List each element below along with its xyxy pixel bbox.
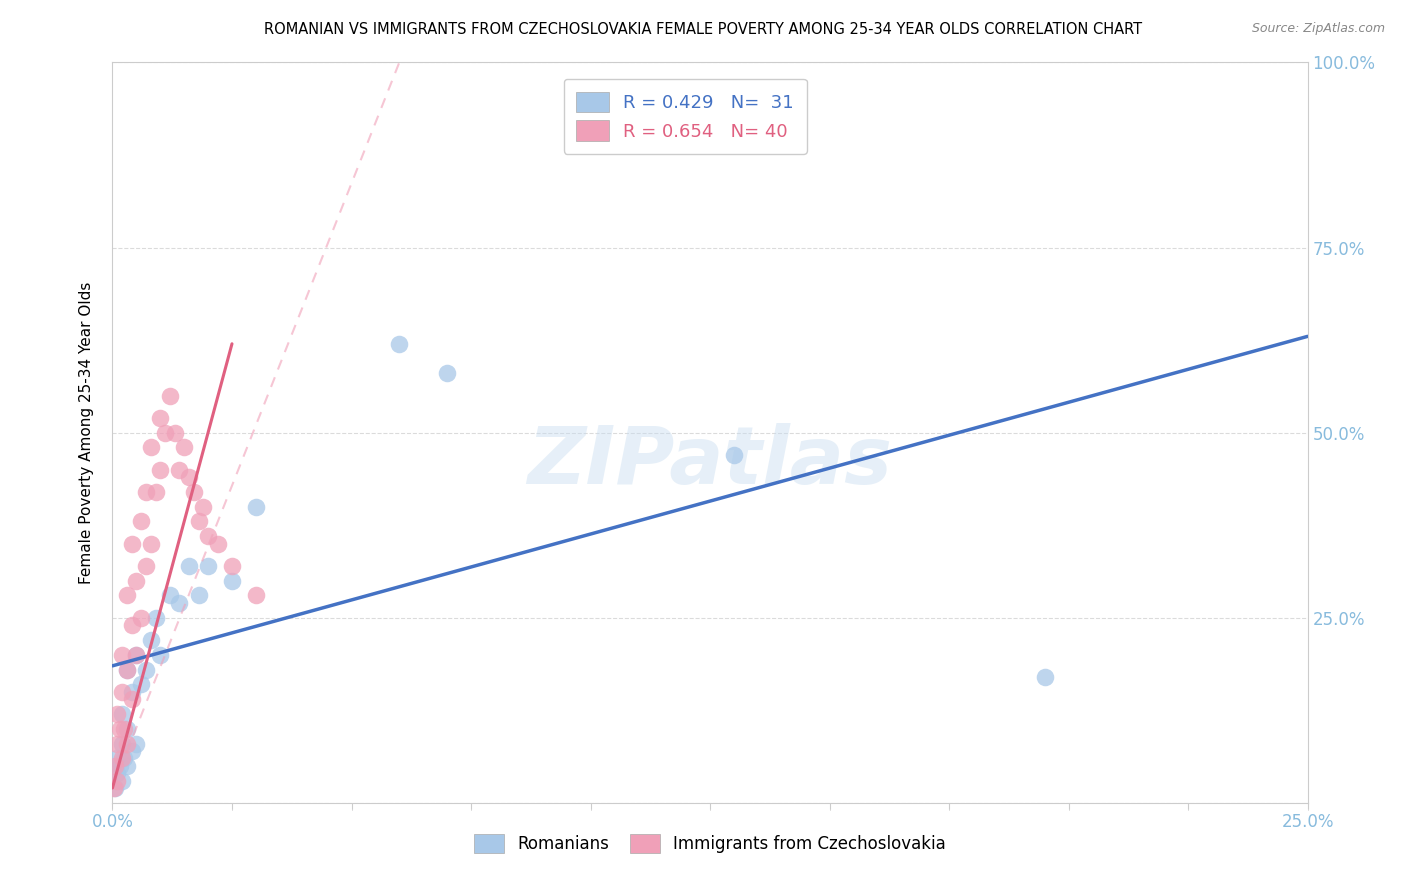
Point: [1033, 670, 1056, 684]
Point: [187, 515, 209, 529]
Point: [145, 610, 167, 624]
Point: [197, 529, 219, 543]
Point: [388, 336, 411, 351]
Point: [108, 758, 131, 772]
Point: [125, 574, 148, 588]
Point: [197, 558, 219, 573]
Point: [177, 470, 200, 484]
Point: [103, 780, 125, 795]
Point: [145, 484, 167, 499]
Point: [121, 744, 143, 758]
Point: [129, 610, 152, 624]
Point: [207, 536, 229, 550]
Point: [125, 648, 148, 662]
Point: [173, 441, 195, 455]
Point: [104, 758, 127, 772]
Point: [115, 758, 138, 772]
Point: [436, 367, 458, 381]
Point: [159, 388, 181, 402]
Point: [245, 500, 267, 514]
Point: [149, 648, 172, 662]
Point: [221, 574, 243, 588]
Point: [139, 441, 162, 455]
Point: [105, 773, 128, 788]
Point: [121, 618, 143, 632]
Point: [111, 773, 134, 788]
Point: [108, 722, 131, 736]
Point: [114, 751, 135, 765]
Point: [723, 448, 745, 462]
Point: [105, 706, 128, 721]
Point: [125, 648, 148, 662]
Point: [187, 589, 209, 603]
Point: [114, 722, 135, 736]
Point: [135, 558, 157, 573]
Point: [149, 462, 172, 476]
Text: ROMANIAN VS IMMIGRANTS FROM CZECHOSLOVAKIA FEMALE POVERTY AMONG 25-34 YEAR OLDS : ROMANIAN VS IMMIGRANTS FROM CZECHOSLOVAK…: [264, 22, 1142, 37]
Point: [221, 558, 243, 573]
Point: [177, 558, 200, 573]
Point: [111, 737, 134, 751]
Point: [121, 536, 143, 550]
Point: [111, 751, 134, 765]
Point: [135, 484, 157, 499]
Point: [111, 685, 134, 699]
Text: Source: ZipAtlas.com: Source: ZipAtlas.com: [1251, 22, 1385, 36]
Point: [153, 425, 176, 440]
Point: [163, 425, 186, 440]
Point: [115, 722, 138, 736]
Legend: Romanians, Immigrants from Czechoslovakia: Romanians, Immigrants from Czechoslovaki…: [465, 825, 955, 861]
Point: [121, 692, 143, 706]
Point: [245, 589, 267, 603]
Point: [121, 685, 143, 699]
Point: [111, 706, 134, 721]
Text: ZIPatlas: ZIPatlas: [527, 423, 893, 501]
Point: [169, 596, 191, 610]
Point: [115, 663, 138, 677]
Point: [169, 462, 191, 476]
Point: [193, 500, 215, 514]
Point: [105, 766, 128, 780]
Point: [115, 589, 138, 603]
Point: [115, 737, 138, 751]
Point: [149, 410, 172, 425]
Y-axis label: Female Poverty Among 25-34 Year Olds: Female Poverty Among 25-34 Year Olds: [79, 282, 94, 583]
Point: [104, 780, 127, 795]
Point: [115, 663, 138, 677]
Point: [125, 737, 148, 751]
Point: [111, 648, 134, 662]
Point: [129, 515, 152, 529]
Point: [159, 589, 181, 603]
Point: [139, 632, 162, 647]
Point: [129, 677, 152, 691]
Point: [105, 751, 128, 765]
Point: [105, 737, 128, 751]
Point: [139, 536, 162, 550]
Point: [183, 484, 205, 499]
Point: [135, 663, 157, 677]
